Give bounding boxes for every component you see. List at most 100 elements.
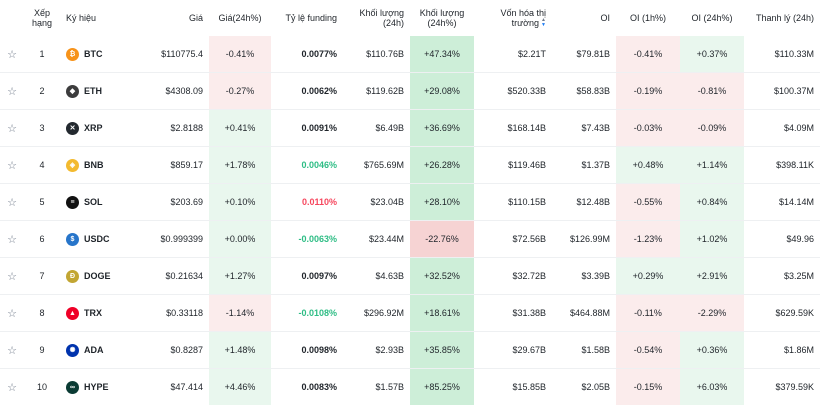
volume-change-cell: -22.76% <box>410 221 474 258</box>
hype-icon: ∞ <box>66 381 79 394</box>
volume-header[interactable]: Khối lượng (24h) <box>343 0 410 36</box>
star-icon[interactable]: ☆ <box>7 308 17 320</box>
star-icon[interactable]: ☆ <box>7 86 17 98</box>
volume-cell: $1.57B <box>343 369 410 405</box>
favorite-star-icon[interactable]: ☆ <box>0 110 24 147</box>
coin-symbol[interactable]: ∞ HYPE <box>66 381 146 394</box>
table-row[interactable]: ☆1₿BTC$110775.4-0.41%0.0077%$110.76B+47.… <box>0 36 820 73</box>
rank-cell: 2 <box>24 73 60 110</box>
table-row[interactable]: ☆3✕XRP$2.8188+0.41%0.0091%$6.49B+36.69%$… <box>0 110 820 147</box>
rank-cell: 3 <box>24 110 60 147</box>
market-cap-cell: $15.85B <box>474 369 552 405</box>
market-cap-cell: $2.21T <box>474 36 552 73</box>
sol-icon: ≡ <box>66 196 79 209</box>
rank-cell: 7 <box>24 258 60 295</box>
oi-24h-cell: +0.36% <box>680 332 744 369</box>
coin-symbol-label: HYPE <box>84 382 109 392</box>
price-cell: $2.8188 <box>152 110 209 147</box>
volume-change-cell: +35.85% <box>410 332 474 369</box>
coin-symbol[interactable]: $USDC <box>66 233 146 246</box>
favorite-star-icon[interactable]: ☆ <box>0 258 24 295</box>
symbol-cell: ▲TRX <box>60 295 152 332</box>
volume-cell: $119.62B <box>343 73 410 110</box>
doge-icon: Ð <box>66 270 79 283</box>
star-icon[interactable]: ☆ <box>7 382 17 394</box>
star-icon[interactable]: ☆ <box>7 123 17 135</box>
table-row[interactable]: ☆4◈BNB$859.17+1.78%0.0046%$765.69M+26.28… <box>0 147 820 184</box>
coin-symbol[interactable]: ₿BTC <box>66 48 146 61</box>
price-cell: $859.17 <box>152 147 209 184</box>
market-cap-header[interactable]: Vốn hóa thị trường▲▼ <box>474 0 552 36</box>
volume-cell: $110.76B <box>343 36 410 73</box>
coin-symbol[interactable]: ≡ SOL <box>66 196 146 209</box>
market-cap-cell: $72.56B <box>474 221 552 258</box>
liquidation-header[interactable]: Thanh lý (24h) <box>744 0 820 36</box>
coin-symbol[interactable]: ✕XRP <box>66 122 146 135</box>
oi-1h-cell: -0.54% <box>616 332 680 369</box>
liquidation-cell: $100.37M <box>744 73 820 110</box>
star-icon[interactable]: ☆ <box>7 197 17 209</box>
table-row[interactable]: ☆10∞HYPE$47.414+4.46%0.0083%$1.57B+85.25… <box>0 369 820 405</box>
favorite-star-icon[interactable]: ☆ <box>0 221 24 258</box>
oi-cell: $7.43B <box>552 110 616 147</box>
favorite-star-icon[interactable]: ☆ <box>0 332 24 369</box>
coin-symbol[interactable]: ▲TRX <box>66 307 146 320</box>
table-row[interactable]: ☆9✺ADA$0.8287+1.48%0.0098%$2.93B+35.85%$… <box>0 332 820 369</box>
liquidation-cell: $3.25M <box>744 258 820 295</box>
favorite-star-icon[interactable]: ☆ <box>0 295 24 332</box>
liquidation-cell: $4.09M <box>744 110 820 147</box>
oi-24h-cell: +0.37% <box>680 36 744 73</box>
coin-symbol-label: ADA <box>84 345 104 355</box>
price-cell: $4308.09 <box>152 73 209 110</box>
coin-symbol-label: BNB <box>84 160 104 170</box>
liquidation-cell: $379.59K <box>744 369 820 405</box>
coin-symbol[interactable]: ◈BNB <box>66 159 146 172</box>
rank-header[interactable]: Xếp hạng <box>24 0 60 36</box>
rank-cell: 8 <box>24 295 60 332</box>
favorite-star-icon[interactable]: ☆ <box>0 184 24 221</box>
ada-icon: ✺ <box>66 344 79 357</box>
oi-1h-cell: -0.19% <box>616 73 680 110</box>
volume-cell: $23.04B <box>343 184 410 221</box>
oi-header[interactable]: OI <box>552 0 616 36</box>
oi-1h-cell: -1.23% <box>616 221 680 258</box>
oi-cell: $1.37B <box>552 147 616 184</box>
oi-cell: $3.39B <box>552 258 616 295</box>
coin-symbol[interactable]: ◆ETH <box>66 85 146 98</box>
favorite-star-icon[interactable]: ☆ <box>0 73 24 110</box>
funding-header[interactable]: Tỷ lệ funding <box>271 0 343 36</box>
oi-24h-cell: +0.84% <box>680 184 744 221</box>
price-cell: $0.33118 <box>152 295 209 332</box>
star-icon[interactable]: ☆ <box>7 160 17 172</box>
rank-cell: 6 <box>24 221 60 258</box>
coin-symbol-label: XRP <box>84 123 103 133</box>
table-row[interactable]: ☆8▲TRX$0.33118-1.14%-0.0108%$296.92M+18.… <box>0 295 820 332</box>
table-row[interactable]: ☆6$USDC$0.999399+0.00%-0.0063%$23.44M-22… <box>0 221 820 258</box>
favorite-star-icon[interactable]: ☆ <box>0 36 24 73</box>
oi-24h-cell: -0.81% <box>680 73 744 110</box>
price-change-cell: +0.41% <box>209 110 271 147</box>
star-icon[interactable]: ☆ <box>7 234 17 246</box>
coin-symbol[interactable]: ✺ ADA <box>66 344 146 357</box>
favorite-star-icon[interactable]: ☆ <box>0 147 24 184</box>
symbol-header[interactable]: Ký hiệu <box>60 0 152 36</box>
oi-1h-header[interactable]: OI (1h%) <box>616 0 680 36</box>
price-header[interactable]: Giá <box>152 0 209 36</box>
price-change-header[interactable]: Giá(24h%) <box>209 0 271 36</box>
oi-24h-header[interactable]: OI (24h%) <box>680 0 744 36</box>
funding-rate-cell: 0.0110% <box>271 184 343 221</box>
star-icon[interactable]: ☆ <box>7 49 17 61</box>
price-change-cell: +4.46% <box>209 369 271 405</box>
star-icon[interactable]: ☆ <box>7 271 17 283</box>
oi-24h-cell: -0.09% <box>680 110 744 147</box>
favorite-star-icon[interactable]: ☆ <box>0 369 24 405</box>
coin-symbol-label: SOL <box>84 197 103 207</box>
volume-change-header[interactable]: Khối lượng (24h%) <box>410 0 474 36</box>
table-row[interactable]: ☆5≡SOL$203.69+0.10%0.0110%$23.04B+28.10%… <box>0 184 820 221</box>
star-icon[interactable]: ☆ <box>7 345 17 357</box>
table-row[interactable]: ☆2◆ETH$4308.09-0.27%0.0062%$119.62B+29.0… <box>0 73 820 110</box>
volume-change-cell: +29.08% <box>410 73 474 110</box>
